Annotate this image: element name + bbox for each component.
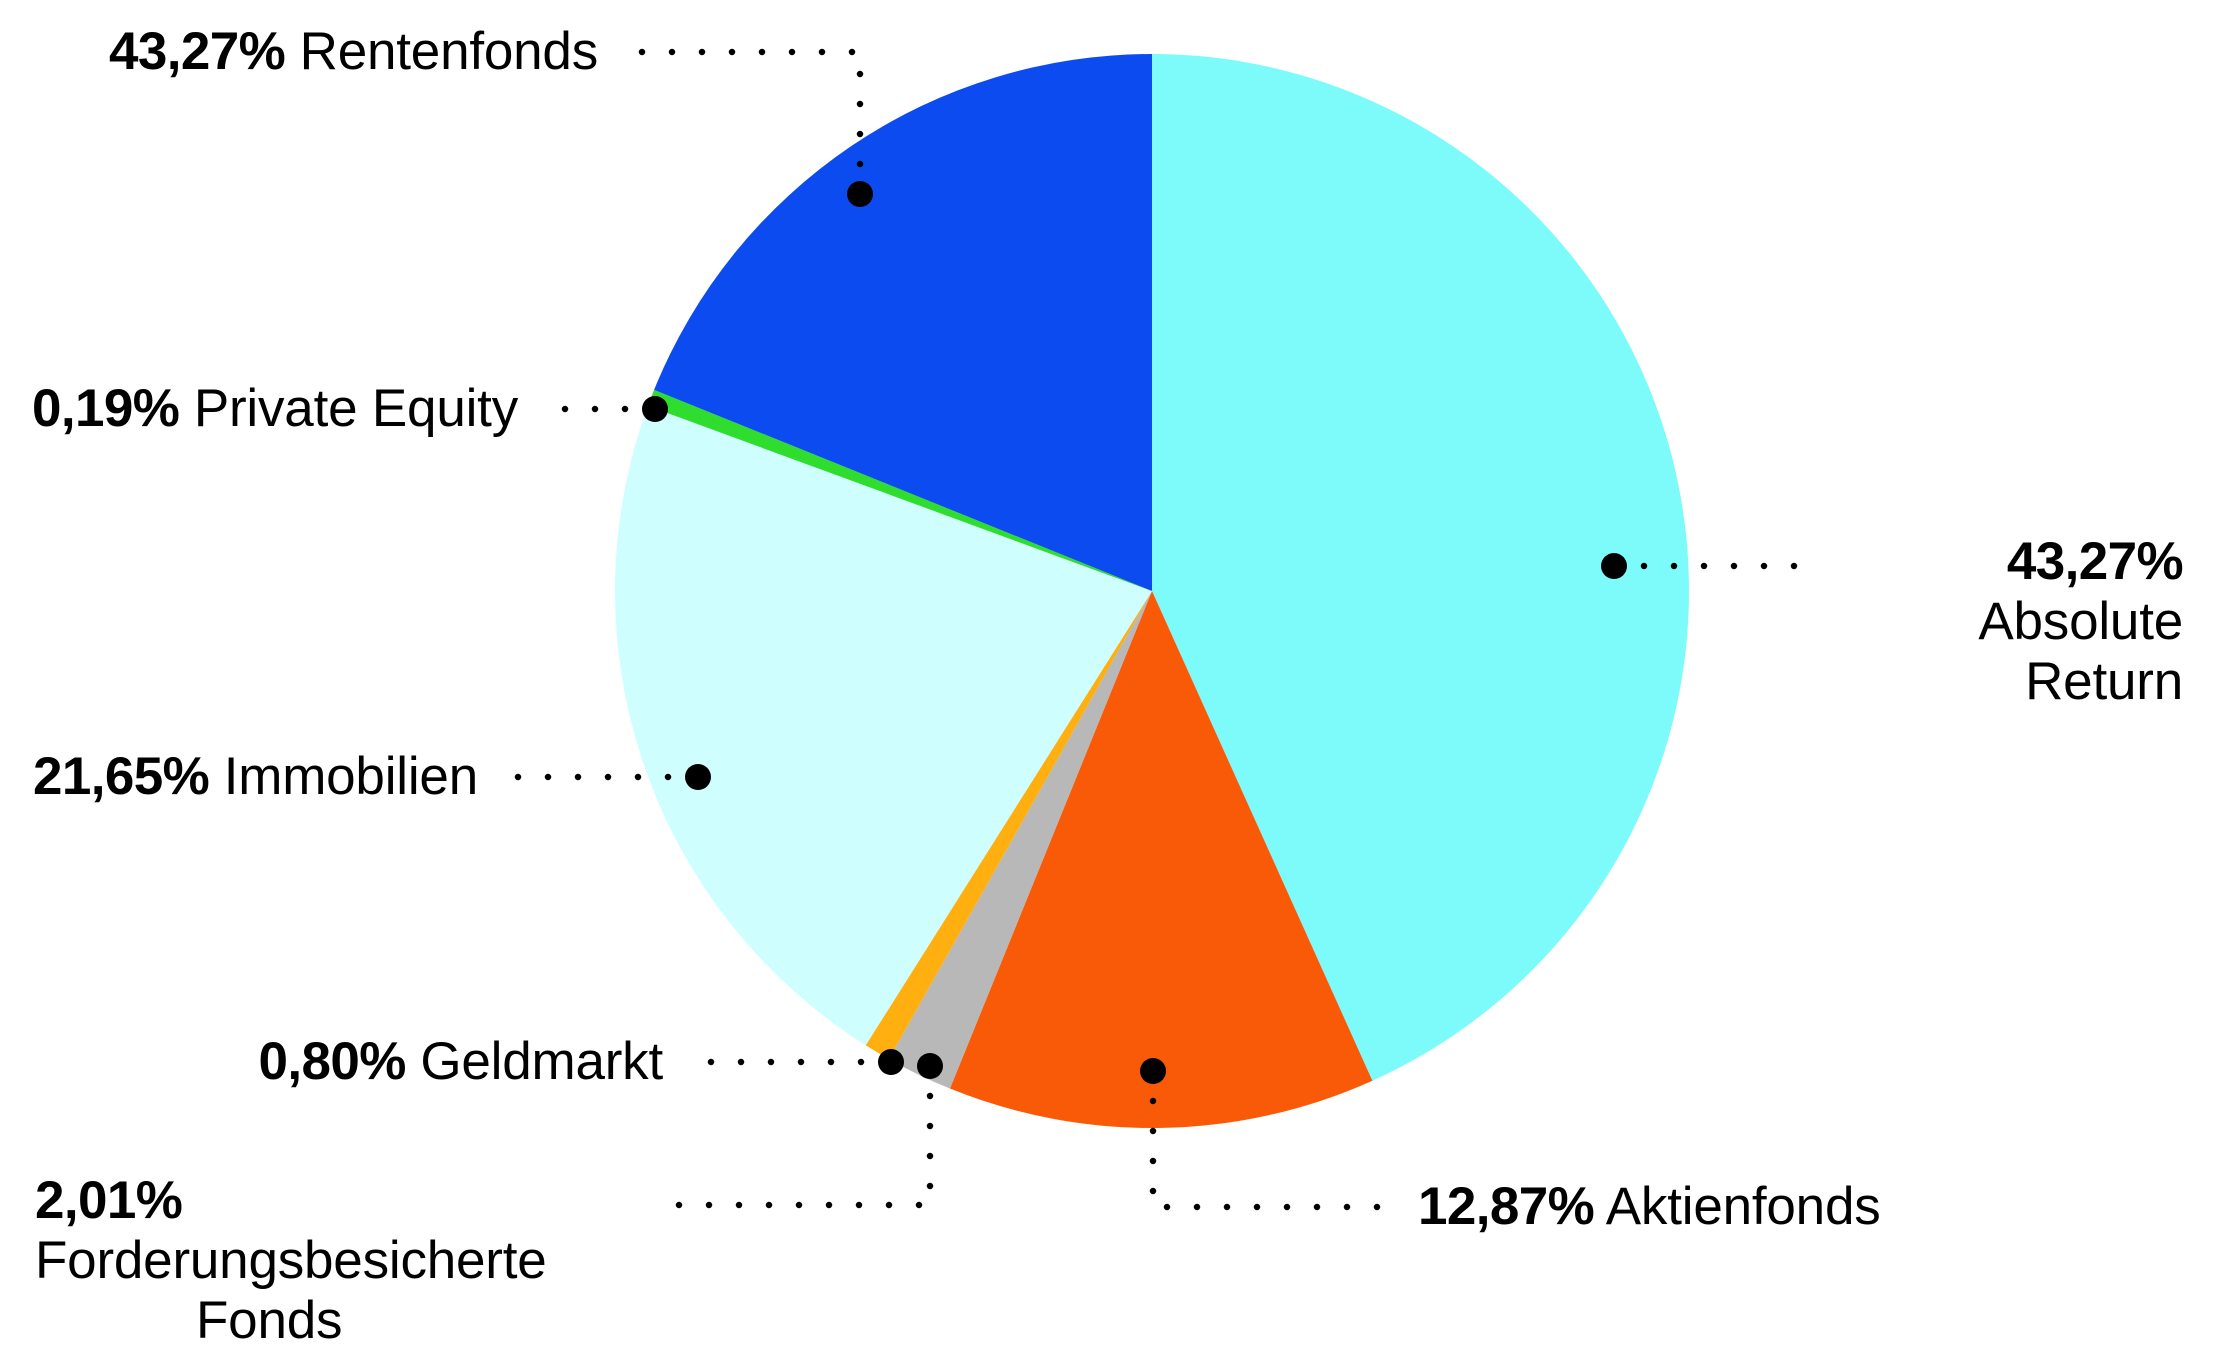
pie-slice-absolute-return[interactable] (1152, 54, 1689, 1081)
callout-label-absolute-return: 43,27% Absolute Return (1827, 532, 2183, 712)
callout-label-immobilien: 21,65% Immobilien (33, 747, 478, 807)
callout-name-absolute-return: Absolute (1978, 591, 2183, 651)
callout-name-absolute-return-line2: Return (2025, 651, 2183, 711)
callout-label-rentenfonds: 43,27% Rentenfonds (109, 22, 598, 82)
callout-value-aktienfonds: 12,87% (1418, 1177, 1595, 1236)
callout-value-immobilien: 21,65% (33, 747, 210, 806)
pie-slices-group (615, 54, 1689, 1129)
leader-aktienfonds (1149, 1067, 1400, 1211)
callout-label-private-equity: 0,19% Private Equity (32, 379, 518, 439)
callout-value-private-equity: 0,19% (32, 379, 180, 438)
callout-value-geldmarkt: 0,80% (258, 1032, 407, 1091)
callout-value-absolute-return: 43,27% (2006, 532, 2184, 591)
callout-name-immobilien: Immobilien (223, 747, 478, 806)
pie-chart-figure: 43,27% Rentenfonds 0,19% Private Equity … (32, 22, 2184, 1350)
callout-label-geldmarkt: 0,80% Geldmarkt (258, 1032, 664, 1092)
callout-label-aktienfonds: 12,87% Aktienfonds (1418, 1177, 1881, 1237)
callout-name-forderungsbesicherte-fonds-line2: Fonds (196, 1290, 343, 1350)
leader-dot-forderungsbesicherte-fonds (917, 1053, 943, 1079)
callout-name-geldmarkt: Geldmarkt (420, 1032, 663, 1091)
pie-slice-aktienfonds[interactable] (949, 591, 1373, 1129)
callout-label-forderungsbesicherte-fonds: 2,01% Forderungsbesicherte Fonds (35, 1171, 654, 1351)
pie-slice-forderungsbesicherte-fonds[interactable] (888, 591, 1152, 1089)
callout-value-rentenfonds: 43,27% (108, 22, 286, 81)
leader-dot-private-equity (642, 396, 668, 422)
callout-value-forderungsbesicherte-fonds: 2,01% (35, 1171, 183, 1230)
callout-name-rentenfonds: Rentenfonds (299, 22, 599, 81)
leader-rentenfonds (616, 48, 864, 198)
callout-name-forderungsbesicherte-fonds: Forderungsbesicherte (35, 1230, 547, 1290)
leader-dot-absolute-return (1601, 553, 1627, 579)
callout-name-private-equity: Private Equity (193, 379, 518, 438)
pie-slice-rentenfonds[interactable] (654, 54, 1152, 591)
leader-dot-aktienfonds (1140, 1058, 1166, 1084)
pie-slice-geldmarkt[interactable] (865, 591, 1152, 1060)
leader-dot-immobilien (685, 764, 711, 790)
leader-forderungsbesicherte-fonds (672, 1062, 934, 1209)
pie-slice-private-equity[interactable] (647, 389, 1152, 591)
callout-leaders-group (496, 48, 1809, 1211)
leader-dot-rentenfonds (847, 181, 873, 207)
pie-slice-immobilien[interactable] (615, 405, 1152, 1046)
leader-dot-geldmarkt (878, 1049, 904, 1075)
callout-name-aktienfonds: Aktienfonds (1605, 1177, 1881, 1236)
